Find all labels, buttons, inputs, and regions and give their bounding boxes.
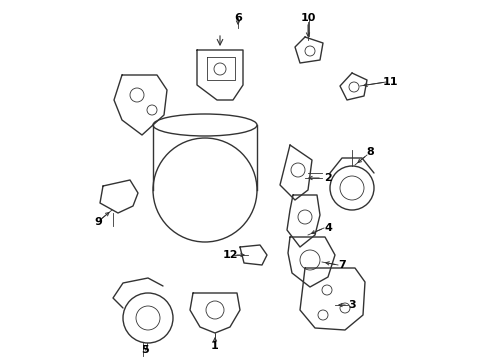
Text: 11: 11	[382, 77, 398, 87]
Text: 5: 5	[141, 345, 149, 355]
Text: 12: 12	[222, 250, 238, 260]
Text: 10: 10	[300, 13, 316, 23]
Text: 8: 8	[366, 147, 374, 157]
Text: 6: 6	[234, 13, 242, 23]
Text: 3: 3	[348, 300, 356, 310]
Text: 7: 7	[338, 260, 346, 270]
Text: 1: 1	[211, 341, 219, 351]
Text: 4: 4	[324, 223, 332, 233]
Text: 9: 9	[94, 217, 102, 227]
Text: 2: 2	[324, 173, 332, 183]
